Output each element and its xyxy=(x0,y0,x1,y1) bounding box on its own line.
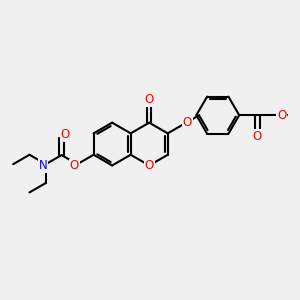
Text: O: O xyxy=(253,130,262,142)
Text: O: O xyxy=(61,128,70,141)
Text: O: O xyxy=(145,94,154,106)
Text: N: N xyxy=(39,159,48,172)
Text: O: O xyxy=(182,116,192,129)
Text: O: O xyxy=(145,159,154,172)
Text: O: O xyxy=(277,109,286,122)
Text: O: O xyxy=(70,160,79,172)
